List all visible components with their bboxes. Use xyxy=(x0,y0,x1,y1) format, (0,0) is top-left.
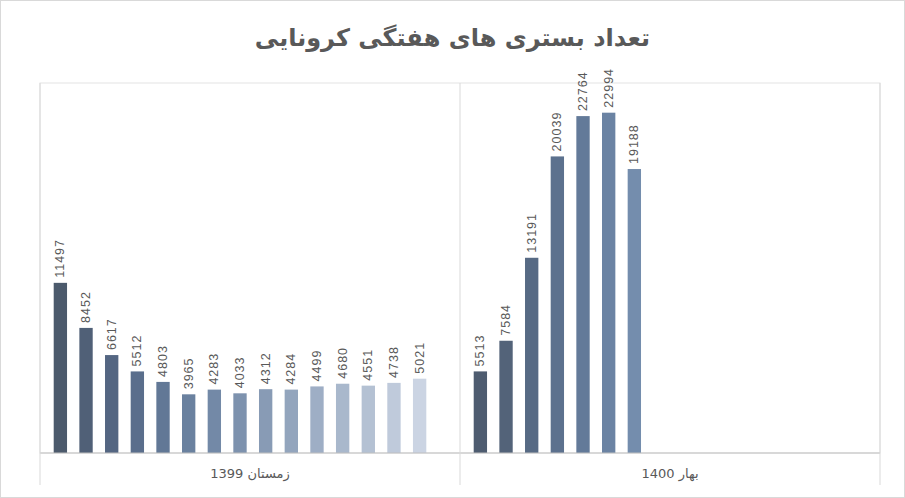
bar xyxy=(387,383,400,453)
data-label: 4033 xyxy=(233,356,247,388)
data-label: 5513 xyxy=(473,335,487,367)
bar xyxy=(105,355,118,453)
data-label: 4499 xyxy=(310,350,324,382)
bar xyxy=(285,390,298,453)
group-separator xyxy=(460,83,461,485)
group-separator xyxy=(880,83,881,485)
bar xyxy=(233,393,246,453)
bar xyxy=(208,390,221,453)
bar xyxy=(474,371,487,453)
bar xyxy=(499,341,512,453)
data-label: 4803 xyxy=(156,345,170,377)
bar xyxy=(156,382,169,453)
data-label: 3965 xyxy=(182,358,196,390)
data-label: 4284 xyxy=(284,353,298,385)
bar xyxy=(336,384,349,453)
data-label: 20039 xyxy=(550,112,564,152)
data-label: 4738 xyxy=(387,346,401,378)
bar xyxy=(182,394,195,453)
data-label: 4551 xyxy=(361,349,375,381)
bar xyxy=(525,258,538,453)
data-label: 5021 xyxy=(413,342,427,374)
bar xyxy=(362,386,375,453)
bar xyxy=(54,283,67,453)
title: تعداد بستری های هفتگی کرونایی xyxy=(255,24,650,52)
data-label: 22764 xyxy=(576,71,590,111)
bar xyxy=(310,386,323,453)
bar xyxy=(602,113,615,453)
data-label: 13191 xyxy=(525,213,539,253)
group-separator xyxy=(40,83,41,485)
x-axis: زمستان 1399 بهار 1400 xyxy=(40,83,880,485)
data-label: 11497 xyxy=(53,239,67,278)
data-label: 22994 xyxy=(602,68,616,108)
data-label: 5512 xyxy=(130,335,144,367)
group-label: بهار 1400 xyxy=(641,466,698,482)
bar xyxy=(628,169,641,453)
data-label: 6617 xyxy=(105,318,119,350)
group-label: زمستان 1399 xyxy=(210,466,290,482)
data-label: 4680 xyxy=(336,347,350,379)
chart: تعداد بستری های هفتگی کرونایی 11497 8452 66… xyxy=(0,0,905,498)
bar xyxy=(413,379,426,453)
bars xyxy=(54,113,641,453)
bar xyxy=(79,328,92,453)
data-label: 4312 xyxy=(259,352,273,384)
chart-border xyxy=(1,1,905,498)
data-label: 8452 xyxy=(79,291,93,323)
bar xyxy=(576,116,589,453)
bar xyxy=(551,156,564,453)
data-label: 7584 xyxy=(499,304,513,336)
data-labels: 11497 8452 6617 5512 4803 3965 4283 4033 4312 428… xyxy=(53,68,641,389)
data-label: 19188 xyxy=(627,124,641,164)
bar xyxy=(259,389,272,453)
bar xyxy=(131,371,144,453)
data-label: 4283 xyxy=(207,353,221,385)
